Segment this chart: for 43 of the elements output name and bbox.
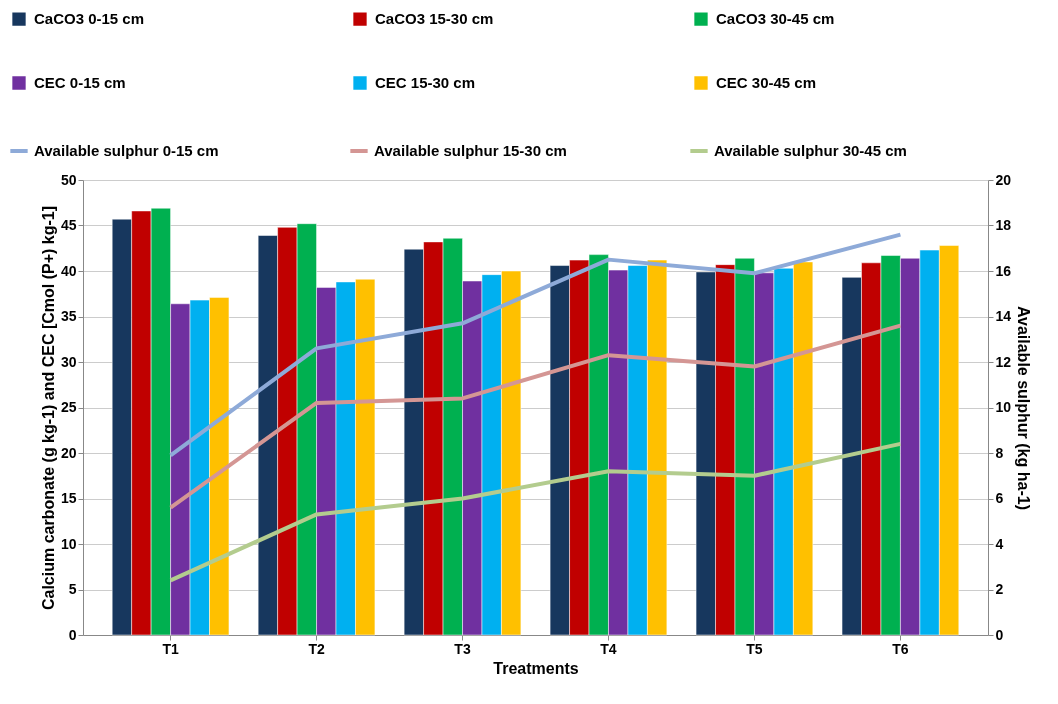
y2-tick-label: 12	[995, 353, 1012, 370]
y-tick-label: 20	[60, 444, 77, 461]
y-tick-label: 40	[60, 262, 77, 279]
y2-tick-label: 10	[995, 399, 1012, 415]
legend-label: CaCO3 0-15 cm	[34, 10, 145, 28]
y-tick-label: 25	[60, 399, 77, 415]
y-tick-label: 15	[60, 490, 77, 506]
y2-tick-label: 0	[995, 626, 1004, 643]
y2-tick-label: 6	[995, 490, 1004, 506]
x-axis-title: Treatments	[493, 659, 579, 677]
legend-label: CaCO3 30-45 cm	[716, 10, 835, 28]
legend-label: CEC 15-30 cm	[375, 74, 476, 91]
y2-tick-label: 20	[995, 171, 1012, 188]
line-series	[168, 232, 903, 458]
legend-label: CEC 0-15 cm	[34, 74, 126, 91]
y2-tick-label: 16	[995, 262, 1012, 279]
y-axis-title: Calcium carbonate (g kg-1) and CEC [Cmol (P+) kg-1]	[39, 205, 57, 611]
x-tick-label: T1	[162, 640, 179, 657]
y2-axis-title: Available sulphur (kg ha-1)	[1015, 306, 1033, 510]
legend-label: Available sulphur 30-45 cm	[714, 142, 907, 159]
legend-label: Available sulphur 0-15 cm	[34, 142, 219, 159]
legend-label: CEC 30-45 cm	[716, 74, 817, 91]
y-tick-label: 45	[60, 217, 77, 233]
y2-tick-label: 18	[995, 217, 1012, 233]
x-tick-label: T4	[600, 640, 617, 657]
y-tick-label: 0	[68, 626, 77, 643]
x-tick-label: T3	[454, 640, 471, 657]
legend-label: CaCO3 15-30 cm	[375, 10, 494, 28]
y-tick-label: 10	[60, 535, 77, 552]
line-series	[168, 441, 903, 583]
y-tick-label: 30	[60, 353, 77, 370]
line-series	[168, 323, 903, 510]
legend-label: Available sulphur 15-30 cm	[374, 142, 567, 159]
x-tick-label: T2	[308, 640, 325, 657]
y-tick-label: 35	[60, 308, 77, 324]
y2-tick-label: 2	[995, 581, 1004, 597]
y-tick-label: 5	[68, 581, 77, 597]
x-tick-label: T6	[892, 640, 909, 657]
x-tick-label: T5	[746, 640, 763, 657]
y2-tick-label: 4	[995, 535, 1004, 552]
y2-tick-label: 14	[995, 308, 1012, 324]
y-tick-label: 50	[60, 171, 77, 188]
y2-tick-label: 8	[995, 444, 1004, 461]
